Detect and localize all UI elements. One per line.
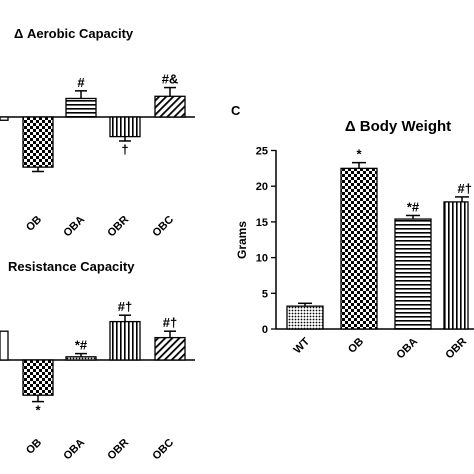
x-tick-label: OB [24,437,44,457]
resistance-capacity-panel: Resistance Capacity * OB *# OBA #† OBR #† OBC [0,259,195,462]
x-tick-label: OB [346,336,366,356]
x-tick-label: OBR [105,437,131,463]
bar-oba [65,356,97,361]
bar-obc [154,336,186,361]
y-tick-label: 5 [262,288,268,300]
significance-label: #† [458,181,472,196]
significance-label: † [121,142,128,157]
panel-label: C [231,103,241,118]
x-tick-label: OBR [105,214,131,240]
significance-label: * [35,403,41,418]
chart-title: Δ Body Weight [345,118,451,135]
partial-bar [0,330,9,361]
y-tick-label: 15 [256,217,268,229]
y-axis-label: Grams [235,221,249,259]
y-tick-label: 10 [256,253,268,265]
aerobic-capacity-panel: Δ Aerobic Capacity OB # OBA † OBR #& OBC [0,26,195,239]
x-tick-label: OBA [394,336,420,362]
bar-oba [65,97,97,118]
x-tick-label: OBC [150,214,176,240]
chart-title: Resistance Capacity [8,259,135,274]
significance-label: #† [163,315,177,330]
x-tick-label: OBA [61,437,87,463]
x-tick-label: OBA [61,214,87,240]
bar-obr [109,116,141,138]
x-tick-label: OBC [150,437,176,463]
bar-obr [109,320,141,361]
significance-label: * [356,147,362,162]
y-tick-label: 20 [256,181,268,193]
x-tick-label: WT [292,335,313,356]
bar-obc [154,95,186,118]
significance-label: # [77,75,85,90]
significance-label: #† [118,299,132,314]
x-tick-label: OB [24,214,44,234]
significance-label: *# [407,199,420,214]
body-weight-panel: C Δ Body Weight Grams 0 5 10 15 20 25 WT * OB *#… [231,103,474,361]
bar-wt [286,305,324,330]
y-tick-label: 25 [256,146,268,158]
bar-ob [340,167,378,330]
significance-label: *# [75,338,88,353]
bar-oba [394,218,432,330]
partial-bar [0,116,9,121]
x-tick-label: OBR [443,336,469,362]
bar-ob [22,116,54,168]
bar-obr [443,201,469,330]
chart-title: Δ Aerobic Capacity [14,26,134,41]
bar-ob [22,359,54,396]
y-tick-label: 0 [262,324,268,336]
significance-label: #& [162,72,179,87]
